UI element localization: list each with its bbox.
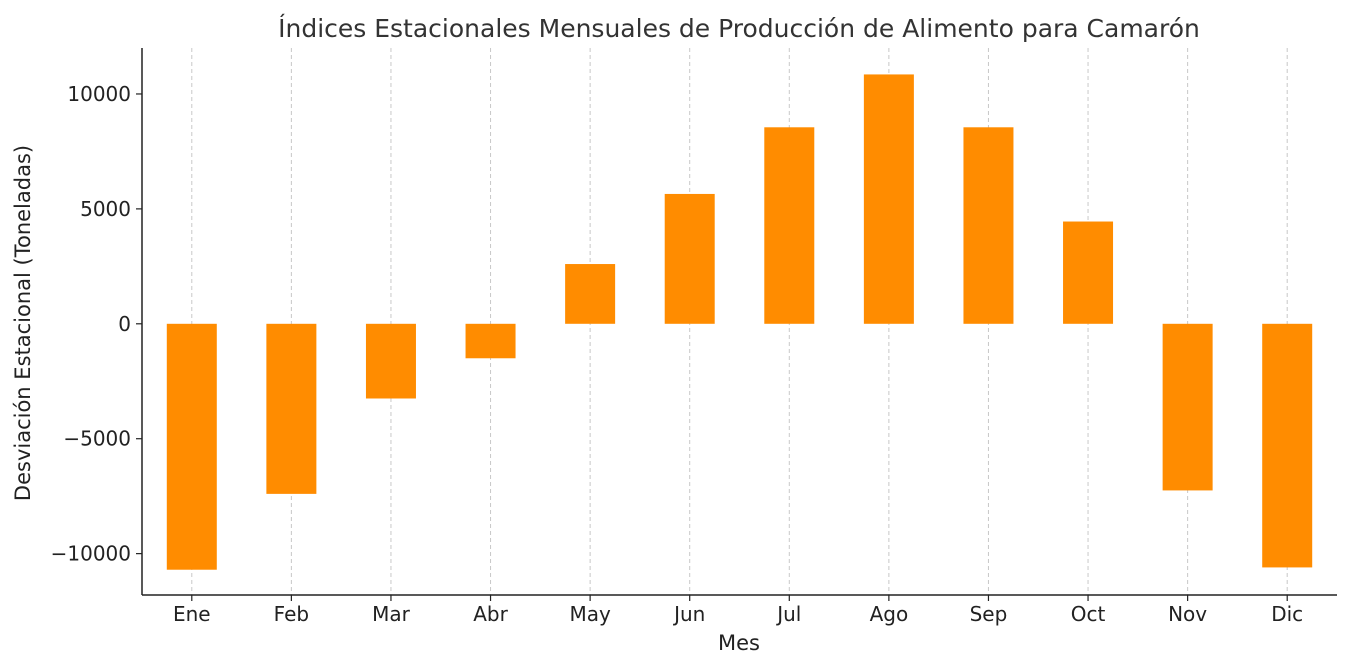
y-tick-label: 0: [118, 312, 131, 336]
y-tick-label: −10000: [51, 542, 131, 566]
bar-sep: [963, 127, 1014, 324]
bar-oct: [1063, 221, 1114, 324]
y-ticks: 10000 5000 0 −5000 −10000: [51, 82, 142, 566]
x-tick-label: Jun: [672, 602, 705, 626]
bar-dic: [1262, 323, 1313, 568]
x-tick-label: Jul: [775, 602, 801, 626]
bar-abr: [465, 323, 516, 359]
bar-nov: [1162, 323, 1213, 491]
y-tick-label: 5000: [80, 197, 131, 221]
bar-ene: [166, 323, 217, 570]
x-tick-label: Nov: [1168, 602, 1207, 626]
x-tick-label: Oct: [1071, 602, 1106, 626]
x-axis-label: Mes: [718, 631, 760, 655]
bar-jun: [664, 193, 715, 324]
y-axis-label: Desviación Estacional (Toneladas): [11, 145, 35, 501]
y-tick-label: 10000: [67, 82, 131, 106]
bar-may: [565, 264, 616, 324]
axes: [141, 48, 1337, 596]
bar-ago: [863, 74, 914, 324]
bar-feb: [266, 323, 317, 494]
bar-jul: [764, 127, 815, 324]
x-tick-label: Abr: [473, 602, 508, 626]
x-tick-label: Ago: [870, 602, 909, 626]
x-tick-label: Dic: [1271, 602, 1303, 626]
x-tick-label: Sep: [970, 602, 1008, 626]
x-tick-label: Feb: [274, 602, 309, 626]
x-tick-label: May: [569, 602, 611, 626]
y-tick-label: −5000: [63, 427, 131, 451]
bars: [166, 74, 1313, 570]
grid-lines: [191, 48, 1288, 595]
x-tick-label: Ene: [173, 602, 211, 626]
bar-mar: [365, 323, 416, 399]
x-tick-label: Mar: [372, 602, 411, 626]
x-ticks: Ene Feb Mar Abr May Jun Jul Ago Sep Oct Nov Dic: [173, 595, 1303, 626]
chart-title: Índices Estacionales Mensuales de Produc…: [278, 14, 1200, 43]
